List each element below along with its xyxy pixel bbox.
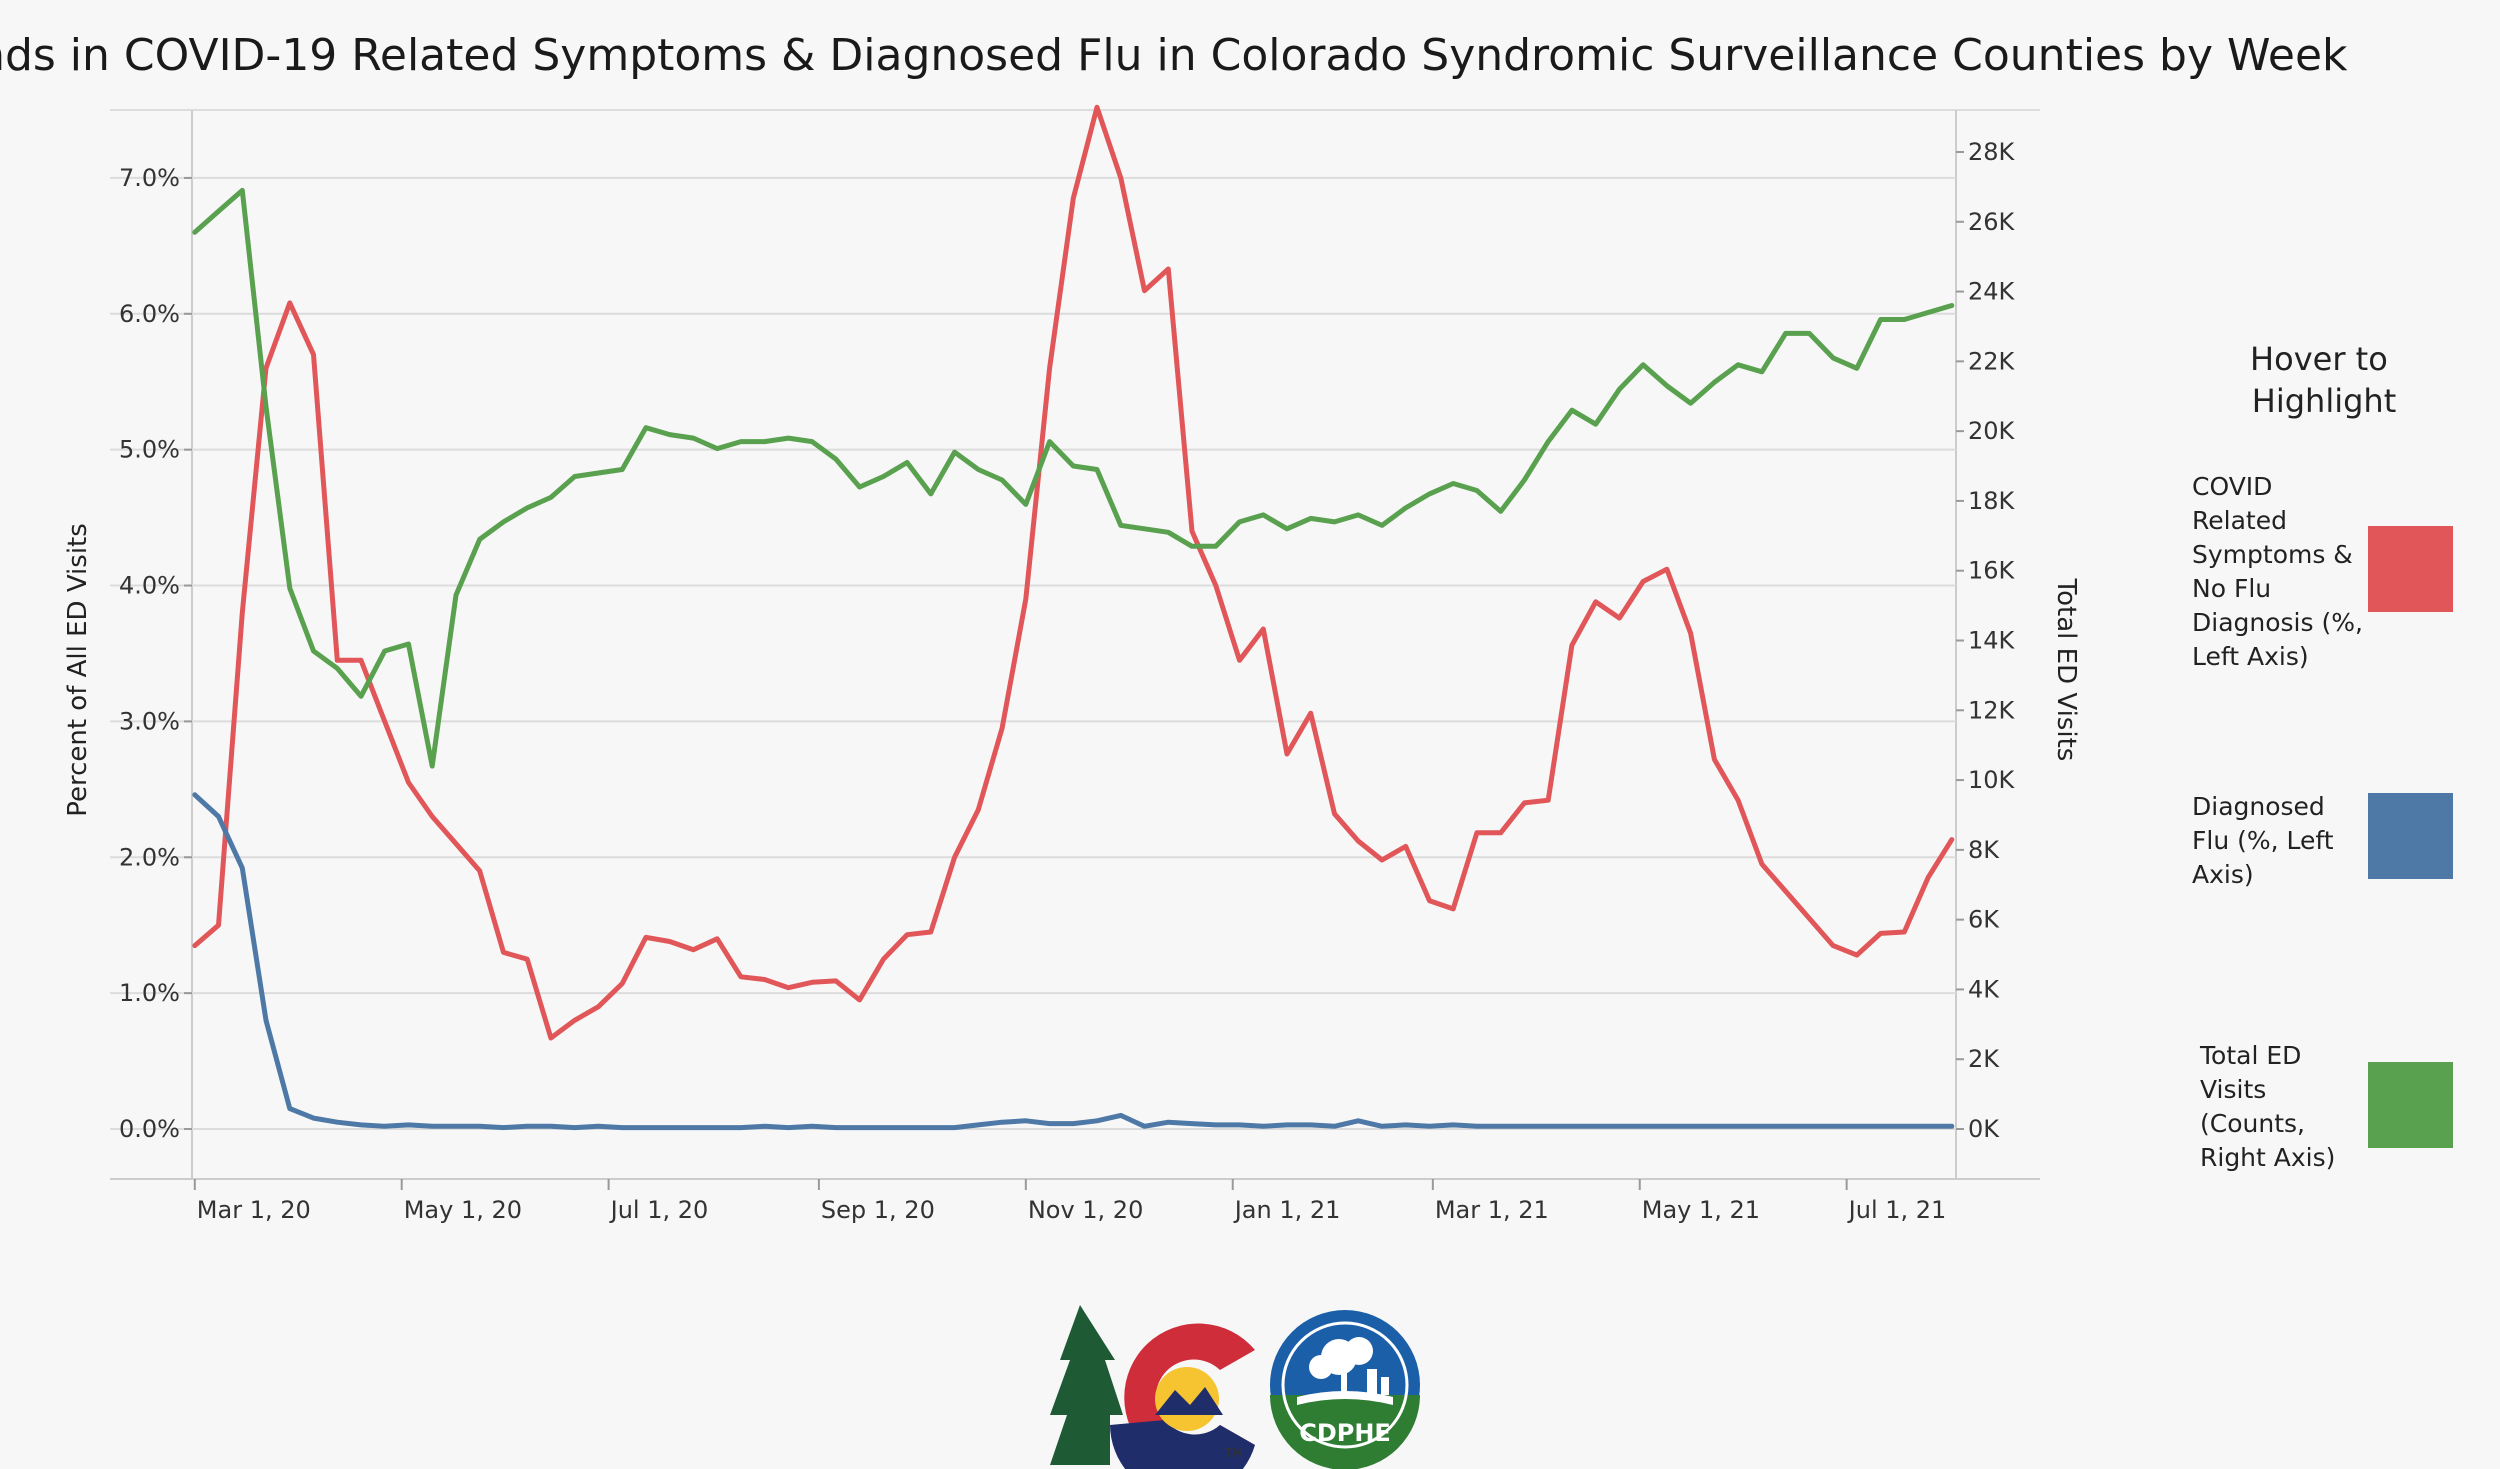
right-tick-label: 16K xyxy=(1968,557,2016,585)
right-tick-label: 2K xyxy=(1968,1045,2000,1073)
legend-label: COVID Related Symptoms & No Flu Diagnosis (%… xyxy=(2192,472,2363,671)
legend-item-2[interactable]: Total ED Visits (Counts, Right Axis) xyxy=(2199,1041,2453,1172)
x-tick-label: Jan 1, 21 xyxy=(1233,1196,1341,1224)
right-axis-ticks: 0K 2K 4K 6K 8K 10K 12K 14K 16K 18K 20K 22K 24K 26K 28K xyxy=(1956,138,2016,1143)
chart-title: Trends in COVID-19 Related Symptoms & Di… xyxy=(0,30,2348,81)
x-tick-label: Nov 1, 20 xyxy=(1028,1196,1144,1224)
trademark-mark: TM xyxy=(1224,1446,1243,1460)
cdphe-logo-text: CDPHE xyxy=(1299,1419,1391,1447)
x-tick-label: Sep 1, 20 xyxy=(821,1196,935,1224)
colorado-c-logo-icon: TM xyxy=(1050,1305,1255,1469)
legend[interactable]: COVID Related Symptoms & No Flu Diagnosis (%… xyxy=(2192,472,2453,1172)
right-tick-label: 28K xyxy=(1968,138,2016,166)
legend-item-0[interactable]: COVID Related Symptoms & No Flu Diagnosis (%… xyxy=(2192,472,2453,671)
left-axis-ticks: 0.0% 1.0% 2.0% 3.0% 4.0% 5.0% 6.0% 7.0% xyxy=(119,164,192,1143)
legend-swatch[interactable] xyxy=(2368,526,2453,612)
left-tick-label: 7.0% xyxy=(119,164,180,192)
left-tick-label: 5.0% xyxy=(119,436,180,464)
right-tick-label: 12K xyxy=(1968,696,2016,724)
series-line-0[interactable] xyxy=(192,104,1955,1041)
series-line-1[interactable] xyxy=(192,792,1955,1131)
left-tick-label: 6.0% xyxy=(119,300,180,328)
left-tick-label: 4.0% xyxy=(119,572,180,600)
legend-title: Hover to Highlight xyxy=(2250,340,2398,420)
left-tick-label: 0.0% xyxy=(119,1115,180,1143)
left-tick-label: 2.0% xyxy=(119,843,180,871)
left-axis-title: Percent of All ED Visits xyxy=(63,523,93,817)
right-tick-label: 22K xyxy=(1968,347,2016,375)
gridlines xyxy=(110,176,1956,1130)
legend-swatch[interactable] xyxy=(2368,793,2453,879)
x-tick-label: Mar 1, 20 xyxy=(197,1196,311,1224)
right-tick-label: 4K xyxy=(1968,975,2000,1003)
x-tick-label: May 1, 21 xyxy=(1642,1196,1760,1224)
right-axis-title: Total ED Visits xyxy=(2051,578,2081,762)
x-tick-label: May 1, 20 xyxy=(404,1196,522,1224)
left-tick-label: 3.0% xyxy=(119,707,180,735)
x-tick-label: Mar 1, 21 xyxy=(1435,1196,1549,1224)
right-tick-label: 18K xyxy=(1968,487,2016,515)
legend-item-1[interactable]: Diagnosed Flu (%, Left Axis) xyxy=(2192,792,2453,889)
right-tick-label: 10K xyxy=(1968,766,2016,794)
x-tick-label: Jul 1, 21 xyxy=(1847,1196,1947,1224)
left-tick-label: 1.0% xyxy=(119,979,180,1007)
x-tick-label: Jul 1, 20 xyxy=(609,1196,709,1224)
series-line-2[interactable] xyxy=(192,187,1955,769)
right-tick-label: 24K xyxy=(1968,278,2016,306)
legend-swatch[interactable] xyxy=(2368,1062,2453,1148)
right-tick-label: 20K xyxy=(1968,417,2016,445)
right-tick-label: 14K xyxy=(1968,627,2016,655)
right-tick-label: 0K xyxy=(1968,1115,2000,1143)
right-tick-label: 26K xyxy=(1968,208,2016,236)
cdphe-logo-icon: CDPHE xyxy=(1270,1310,1420,1469)
legend-label: Diagnosed Flu (%, Left Axis) xyxy=(2192,792,2334,889)
plot-frame xyxy=(110,109,2040,1180)
right-tick-label: 8K xyxy=(1968,836,2000,864)
legend-label: Total ED Visits (Counts, Right Axis) xyxy=(2199,1041,2335,1172)
right-tick-label: 6K xyxy=(1968,906,2000,934)
x-axis-ticks: Mar 1, 20 May 1, 20 Jul 1, 20 Sep 1, 20 Nov … xyxy=(193,1179,1947,1224)
series-lines[interactable] xyxy=(192,104,1955,1131)
